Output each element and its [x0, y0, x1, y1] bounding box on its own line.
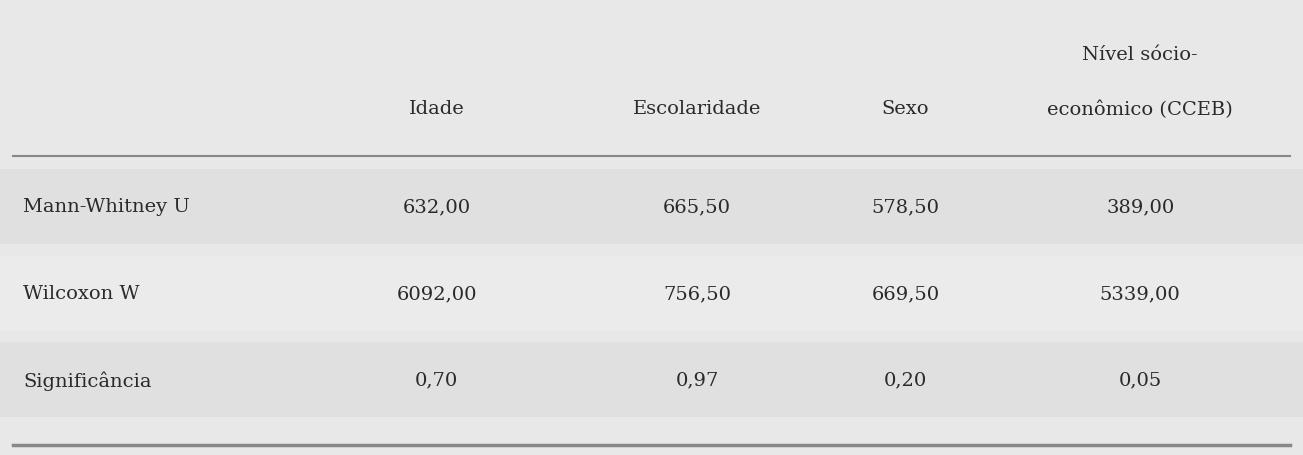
Bar [0, 169, 1303, 245]
Text: 578,50: 578,50 [872, 198, 939, 216]
Text: Sexo: Sexo [882, 100, 929, 118]
Bar [0, 256, 1303, 331]
Text: 6092,00: 6092,00 [396, 284, 477, 303]
Text: Nível sócio-: Nível sócio- [1083, 46, 1197, 64]
Text: 665,50: 665,50 [663, 198, 731, 216]
Text: 5339,00: 5339,00 [1100, 284, 1181, 303]
Text: 0,20: 0,20 [883, 371, 928, 389]
Bar [0, 342, 1303, 418]
Text: Mann-Whitney U: Mann-Whitney U [23, 198, 190, 216]
Text: 632,00: 632,00 [403, 198, 470, 216]
Text: Escolaridade: Escolaridade [633, 100, 761, 118]
Text: 0,05: 0,05 [1118, 371, 1162, 389]
Text: 0,97: 0,97 [675, 371, 719, 389]
Text: 756,50: 756,50 [663, 284, 731, 303]
Text: econômico (CCEB): econômico (CCEB) [1048, 100, 1233, 118]
Text: Idade: Idade [409, 100, 464, 118]
Text: 389,00: 389,00 [1106, 198, 1174, 216]
Text: 0,70: 0,70 [414, 371, 459, 389]
Text: 669,50: 669,50 [872, 284, 939, 303]
Text: Wilcoxon W: Wilcoxon W [23, 284, 139, 303]
Text: Significância: Significância [23, 370, 152, 389]
